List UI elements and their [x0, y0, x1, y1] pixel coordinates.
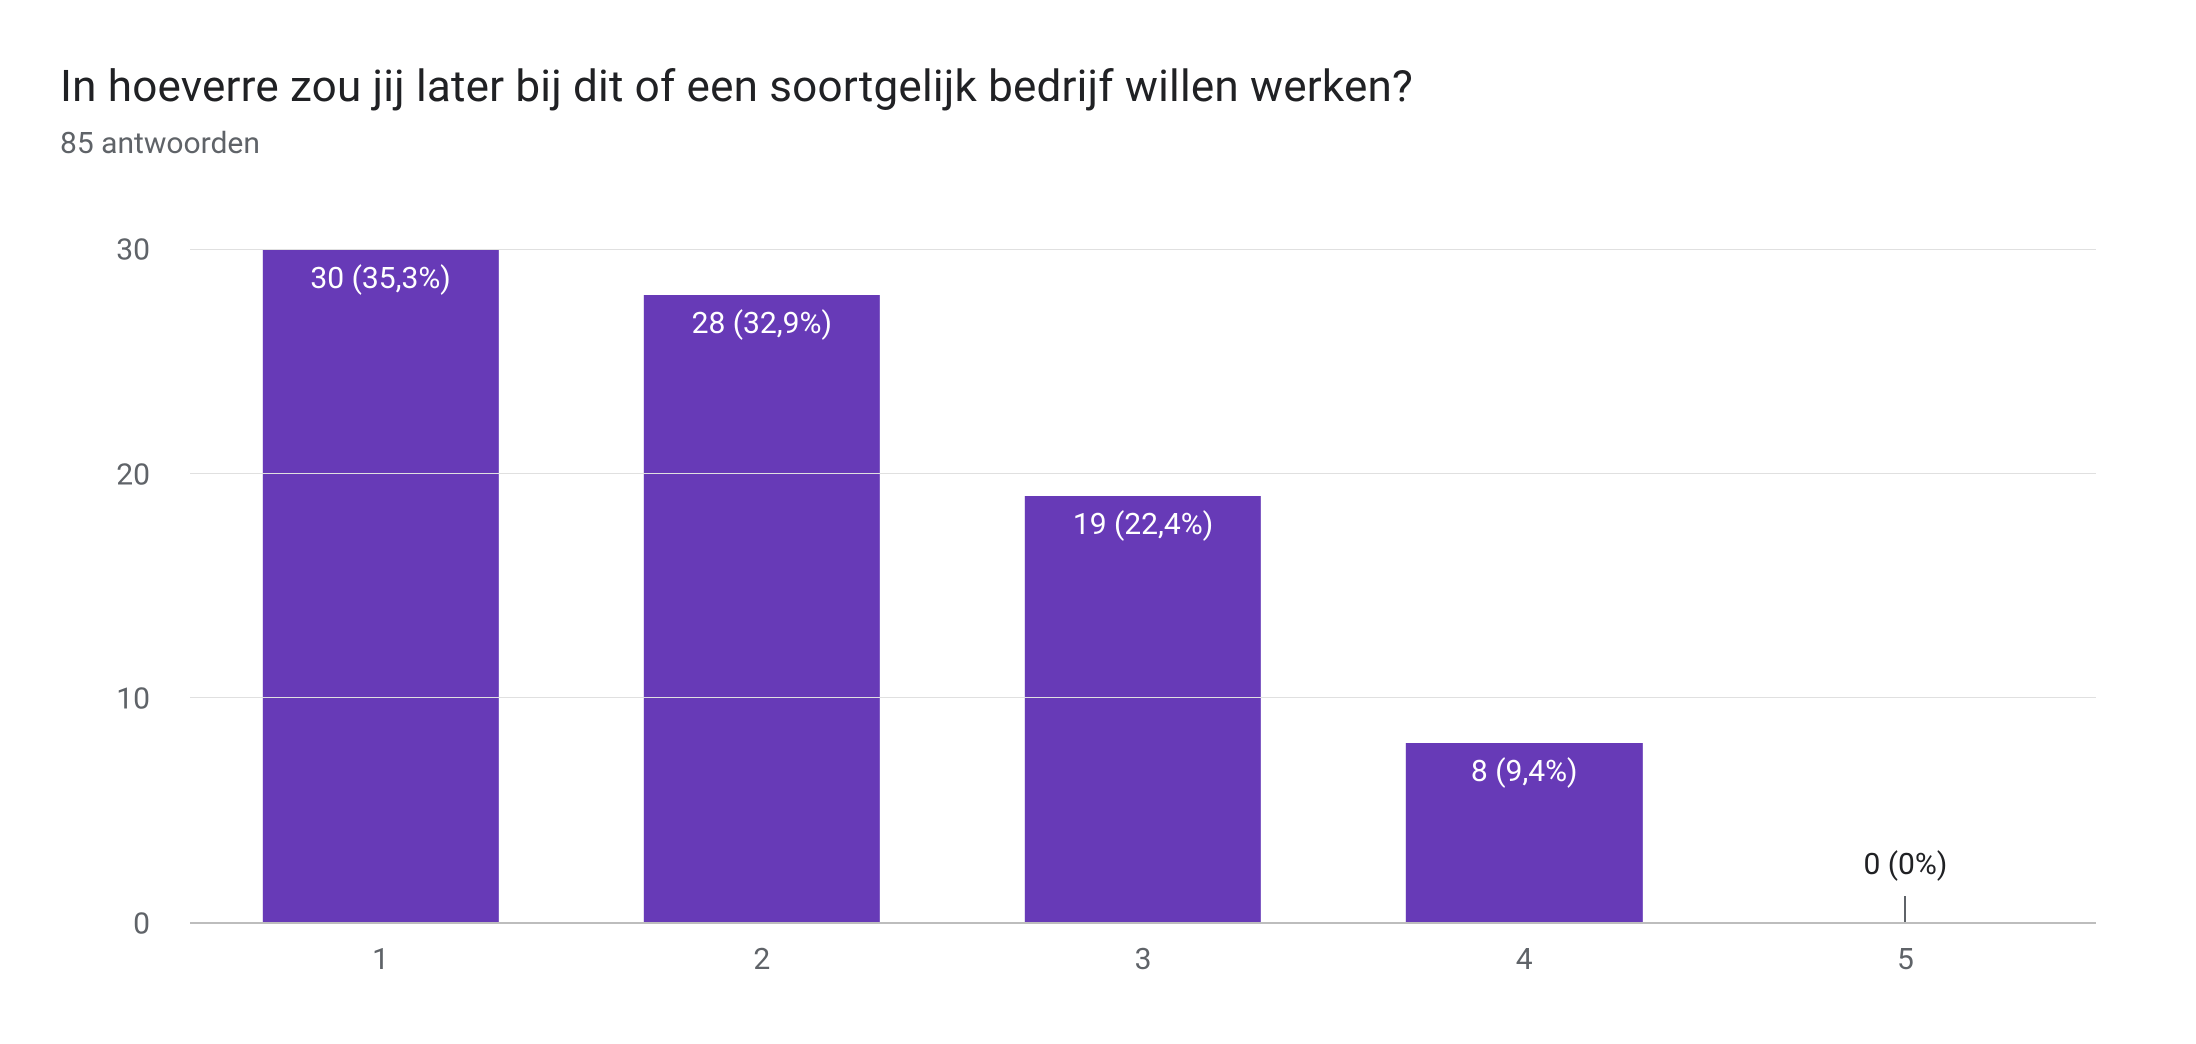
chart-container: In hoeverre zou jij later bij dit of een… [0, 0, 2196, 1044]
bar-slot: 30 (35,3%) [190, 250, 571, 922]
x-tick-label: 3 [952, 924, 1333, 1004]
bar [1025, 496, 1261, 922]
chart-title: In hoeverre zou jij later bij dit of een… [60, 60, 2136, 112]
gridline [190, 473, 2096, 474]
plot-area: 30 (35,3%) 28 (32,9%) 19 (22,4%) 8 (9,4%) 0 … [190, 250, 2096, 924]
y-tick-label: 0 [133, 907, 150, 942]
y-tick-label: 10 [116, 682, 150, 717]
bar [262, 250, 498, 922]
bars-group: 30 (35,3%) 28 (32,9%) 19 (22,4%) 8 (9,4%) 0 … [190, 250, 2096, 922]
y-tick-label: 30 [116, 233, 150, 268]
gridline [190, 697, 2096, 698]
x-tick-label: 1 [190, 924, 571, 1004]
bar-slot: 8 (9,4%) [1334, 250, 1715, 922]
y-tick-label: 20 [116, 457, 150, 492]
chart-area: 0102030 30 (35,3%)28 (32,9%)19 (22,4%)8 … [60, 250, 2136, 1004]
bar-value-label: 8 (9,4%) [1471, 754, 1578, 789]
bar [644, 295, 880, 922]
bar-value-label: 28 (32,9%) [692, 306, 832, 341]
bar-slot: 28 (32,9%) [571, 250, 952, 922]
x-tick-label: 5 [1715, 924, 2096, 1004]
zero-stub [1904, 896, 1906, 922]
bar-value-label: 30 (35,3%) [310, 261, 450, 296]
bar-slot: 19 (22,4%) [952, 250, 1333, 922]
gridline [190, 249, 2096, 250]
x-tick-label: 4 [1334, 924, 1715, 1004]
x-axis: 12345 [190, 924, 2096, 1004]
bar-slot: 0 (0%) [1715, 250, 2096, 922]
bar-value-label: 19 (22,4%) [1073, 507, 1213, 542]
y-axis: 0102030 [60, 250, 170, 924]
chart-subtitle: 85 antwoorden [60, 126, 2136, 161]
bar-value-label: 0 (0%) [1863, 847, 1947, 882]
x-tick-label: 2 [571, 924, 952, 1004]
